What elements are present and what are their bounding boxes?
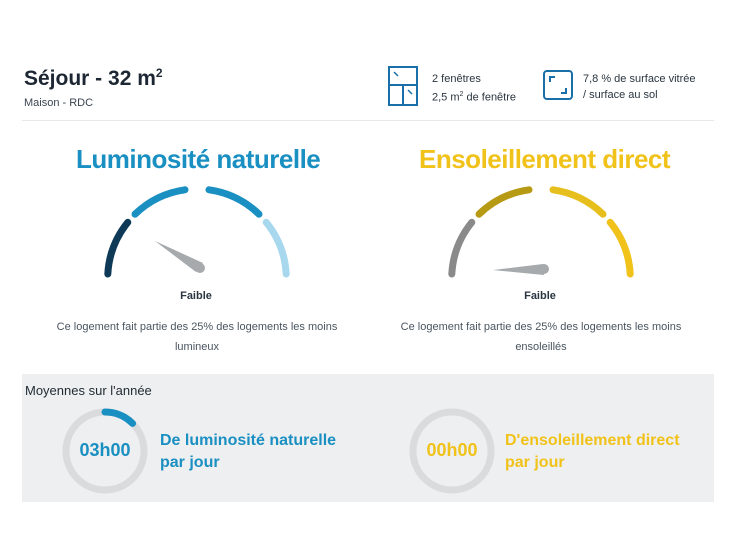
luminosity-gauge-segment-4 <box>262 218 290 278</box>
sunshine-needle-hub <box>539 264 549 274</box>
glass-ratio-suffix: / surface au sol <box>583 89 658 101</box>
divider <box>22 120 714 121</box>
window-icon <box>388 66 418 106</box>
sunshine-gauge <box>448 186 634 278</box>
luminosity-ring-progress <box>101 408 137 427</box>
glass-ratio: 7,8 % de surface vitrée <box>583 73 696 85</box>
luminosity-needle-hub <box>195 263 205 273</box>
room-title-sup: 2 <box>155 66 163 80</box>
luminosity-gauge-segment-1 <box>104 218 132 278</box>
averages-title: Moyennes sur l'année <box>25 383 152 398</box>
glass-surface-icon <box>543 70 573 100</box>
sunshine-gauge-segment-3 <box>549 186 607 218</box>
windows-area: 2,5 m2 de fenêtre <box>432 91 517 104</box>
luminosity-description: Ce logement fait partie des 25% des loge… <box>56 321 338 353</box>
windows-count: 2 fenêtres <box>432 73 481 85</box>
room-subtitle: Maison - RDC <box>24 97 94 109</box>
glass-info: 7,8 % de surface vitrée / surface au sol <box>583 71 696 103</box>
sunshine-gauge-segment-4 <box>606 218 634 278</box>
sunshine-gauge-segment-2 <box>475 186 533 218</box>
luminosity-gauge-segment-3 <box>205 186 263 218</box>
room-title-text: Séjour - 32 m <box>24 67 156 90</box>
sunshine-level: Faible <box>524 290 556 302</box>
luminosity-hours-label: De luminosité naturelle par jour <box>160 432 337 471</box>
sunshine-hours-label: D'ensoleillement direct par jour <box>505 432 680 471</box>
sunshine-ring <box>409 408 495 494</box>
windows-info: 2 fenêtres 2,5 m2 de fenêtre <box>432 71 516 106</box>
sunshine-title: Ensoleillement direct <box>419 144 671 174</box>
sunshine-description: Ce logement fait partie des 25% des loge… <box>400 321 682 353</box>
luminosity-title: Luminosité naturelle <box>76 144 321 174</box>
page-title: Séjour - 32 m2 <box>24 66 163 91</box>
luminosity-gauge <box>104 186 290 278</box>
luminosity-gauge-segment-2 <box>131 186 189 218</box>
luminosity-hours: 03h00 <box>79 440 131 460</box>
sunshine-needle <box>493 264 544 275</box>
luminosity-level: Faible <box>180 290 212 302</box>
sunshine-gauge-segment-1 <box>448 218 476 278</box>
luminosity-needle <box>155 241 203 272</box>
sunshine-hours: 00h00 <box>426 440 478 460</box>
luminosity-ring <box>62 408 148 494</box>
averages-panel <box>22 374 714 502</box>
